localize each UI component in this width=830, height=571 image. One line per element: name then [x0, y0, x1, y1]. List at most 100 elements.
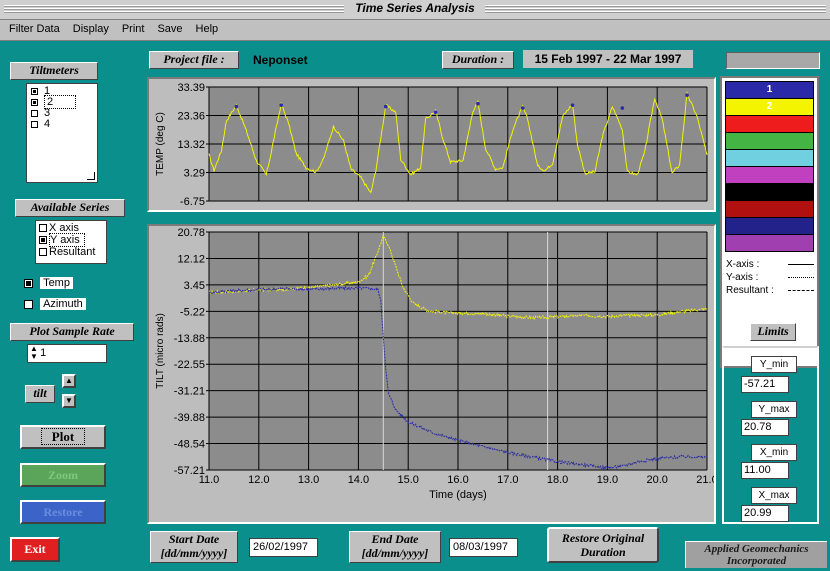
zoom-button[interactable]: Zoom	[20, 463, 106, 487]
menu-filter-data[interactable]: Filter Data	[9, 23, 60, 35]
tiltmeter-item[interactable]: 3	[31, 108, 97, 119]
azimuth-label: Azimuth	[40, 298, 86, 310]
tiltmeter-checkbox[interactable]	[31, 98, 38, 106]
title-bar-grip-right	[485, 5, 826, 14]
y-tick-label: 20.78	[177, 227, 205, 239]
series-point	[620, 106, 625, 110]
legend-swatch[interactable]	[726, 235, 813, 251]
legend-swatch[interactable]	[726, 150, 813, 167]
tilt-chart: 20.78 12.12 3.45 -5.22 -13.88 -22.55 -31.21 -39…	[155, 227, 718, 501]
tiltmeter-checkbox[interactable]	[31, 87, 38, 95]
exit-button[interactable]: Exit	[10, 537, 60, 562]
start-date-input[interactable]: 26/02/1997	[249, 538, 318, 557]
sample-rate-label: Plot Sample Rate	[10, 323, 134, 341]
series-point	[433, 110, 438, 115]
series-item[interactable]: Resultant	[39, 246, 106, 258]
sample-rate-value: 1	[40, 347, 47, 359]
line-legend-item: Y-axis :	[726, 271, 817, 284]
title-bar: Time Series Analysis	[0, 0, 830, 20]
tiltmeter-item[interactable]: 2	[31, 95, 97, 109]
x-tick-label: 11.0	[199, 474, 220, 486]
line-legend-sample	[788, 277, 814, 278]
x-min-label: X_min	[751, 444, 797, 461]
y-tick-label: -57.21	[174, 465, 205, 477]
plot-button[interactable]: Plot	[20, 425, 106, 449]
title-bar-grip-left	[4, 5, 344, 14]
line-legend-item: Resultant :	[726, 284, 817, 297]
series-point	[685, 93, 689, 98]
legend-swatch[interactable]	[726, 133, 813, 150]
series-label: X axis	[49, 222, 79, 234]
legend-swatch[interactable]: 1	[726, 82, 813, 99]
tiltmeter-item[interactable]: 4	[31, 119, 97, 130]
restore-button[interactable]: Restore	[20, 500, 106, 524]
y-min-input[interactable]: -57.21	[741, 376, 789, 393]
y-tick-label: -31.21	[174, 386, 205, 398]
x-tick-label: 14.0	[348, 474, 369, 486]
y-max-input[interactable]: 20.78	[741, 419, 789, 436]
tiltmeter-checkbox[interactable]	[31, 120, 38, 128]
company-label: Applied Geomechanics Incorporated	[685, 541, 827, 568]
menu-display[interactable]: Display	[72, 23, 109, 35]
tilt-up-button[interactable]: ▲	[62, 374, 76, 388]
x-tick-label: 20.0	[646, 474, 667, 486]
project-file-label: Project file :	[149, 51, 239, 69]
series-item[interactable]: Y axis	[39, 233, 106, 247]
temp-option[interactable]: Temp	[24, 277, 73, 289]
menu-bar: Filter Data Display Print Save Help	[0, 20, 830, 41]
tiltmeter-item[interactable]: 1	[31, 86, 97, 97]
x-tick-label: 19.0	[597, 474, 618, 486]
series-point	[279, 103, 284, 107]
x-tick-label: 18.0	[547, 474, 568, 486]
tilt-down-button[interactable]: ▼	[62, 394, 76, 408]
temp-label: Temp	[40, 277, 73, 289]
legend-swatch[interactable]	[726, 167, 813, 184]
end-date-label: End Date [dd/mm/yyyy]	[349, 531, 441, 563]
x-tick-label: 12.0	[248, 474, 269, 486]
azimuth-checkbox[interactable]	[24, 299, 33, 309]
y-tick-label: 13.32	[177, 139, 205, 151]
duration-value: 15 Feb 1997 - 22 Mar 1997	[523, 50, 693, 68]
tiltmeter-label: 2	[44, 95, 77, 109]
x-max-input[interactable]: 20.99	[741, 505, 789, 522]
tilt-chart-panel: 20.78 12.12 3.45 -5.22 -13.88 -22.55 -31.21 -39…	[147, 224, 718, 524]
y-axis-label: TEMP (deg C)	[155, 112, 166, 176]
tiltmeter-checkbox[interactable]	[31, 109, 38, 117]
series-line	[208, 285, 708, 471]
legend-swatch[interactable]	[726, 184, 813, 201]
series-checkbox[interactable]	[39, 248, 47, 257]
series-checkbox[interactable]	[39, 224, 47, 233]
sample-rate-input[interactable]: ▲ ▼ 1	[27, 344, 107, 363]
azimuth-option[interactable]: Azimuth	[24, 298, 86, 310]
menu-help[interactable]: Help	[195, 23, 219, 35]
sample-rate-spinner-icon[interactable]: ▲ ▼	[30, 344, 38, 361]
series-point	[520, 106, 525, 110]
legend-swatch[interactable]	[726, 116, 813, 133]
x-min-input[interactable]: 11.00	[741, 462, 789, 479]
temp-chart: 33.39 23.36 13.32 3.29 -6.75 TEMP (deg C)	[155, 82, 708, 208]
menu-print[interactable]: Print	[121, 23, 145, 35]
series-label: Y axis	[49, 233, 85, 247]
line-legend-label: Resultant :	[726, 285, 774, 296]
series-item[interactable]: X axis	[39, 222, 106, 234]
series-point	[234, 104, 239, 109]
legend-swatch[interactable]: 2	[726, 99, 813, 116]
limits-panel: Y_min -57.21 Y_max 20.78 X_min 11.00 X_m…	[722, 346, 819, 524]
series-list[interactable]: X axis Y axis Resultant	[35, 220, 107, 264]
restore-duration-button[interactable]: Restore Original Duration	[547, 527, 659, 563]
legend-swatch[interactable]	[726, 218, 813, 235]
end-date-input[interactable]: 08/03/1997	[449, 538, 518, 557]
series-point	[383, 104, 388, 109]
temp-chart-panel: 33.39 23.36 13.32 3.29 -6.75 TEMP (deg C)	[147, 77, 716, 212]
temp-checkbox[interactable]	[24, 278, 33, 288]
tilt-label: tilt	[25, 385, 55, 403]
series-point	[570, 103, 575, 107]
x-max-label: X_max	[751, 487, 797, 504]
line-legend-label: Y-axis :	[726, 272, 759, 283]
y-tick-label: -39.88	[174, 412, 205, 424]
y-max-label: Y_max	[751, 401, 797, 418]
legend-swatch[interactable]	[726, 201, 813, 218]
series-checkbox[interactable]	[39, 236, 47, 245]
menu-save[interactable]: Save	[157, 23, 183, 35]
